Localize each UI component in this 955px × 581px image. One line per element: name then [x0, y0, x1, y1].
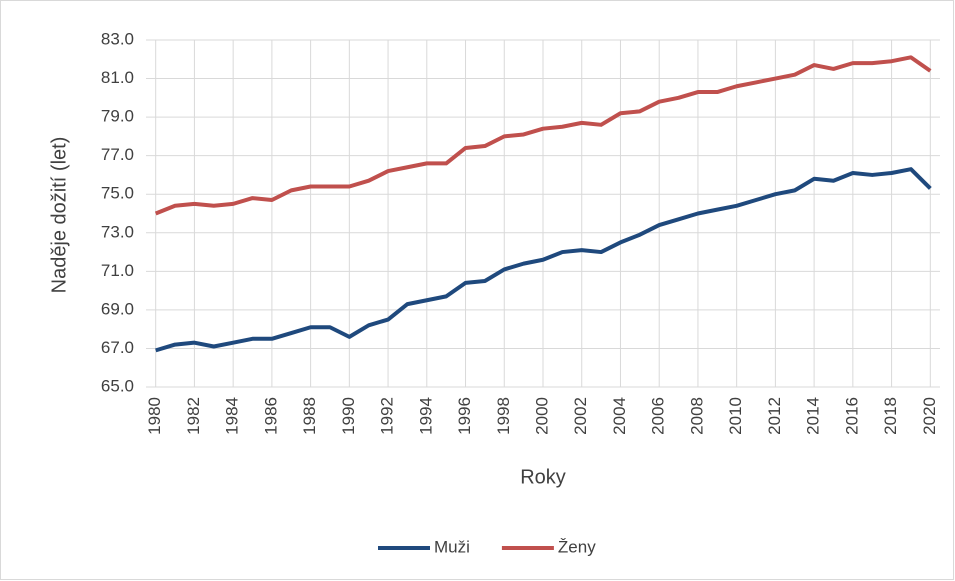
y-tick-label: 71.0 — [101, 261, 134, 280]
x-tick-label: 1980 — [145, 397, 164, 435]
y-tick-label: 67.0 — [101, 338, 134, 357]
x-tick-label: 2000 — [532, 397, 551, 435]
x-tick-label: 1982 — [184, 397, 203, 435]
x-tick-label: 2008 — [687, 397, 706, 435]
y-axis-label: Naděje dožití (let) — [48, 137, 70, 294]
y-tick-label: 79.0 — [101, 107, 134, 126]
y-tick-label: 83.0 — [101, 29, 134, 48]
y-tick-label: 75.0 — [101, 184, 134, 203]
x-tick-label: 2006 — [649, 397, 668, 435]
y-tick-label: 65.0 — [101, 376, 134, 395]
x-tick-label: 1988 — [300, 397, 319, 435]
x-tick-label: 2004 — [610, 397, 629, 435]
x-tick-label: 2012 — [765, 397, 784, 435]
legend-label: Muži — [434, 537, 470, 556]
x-tick-label: 2020 — [920, 397, 939, 435]
x-tick-label: 2002 — [571, 397, 590, 435]
y-tick-label: 77.0 — [101, 145, 134, 164]
x-tick-label: 1994 — [416, 397, 435, 435]
legend-label: Ženy — [558, 537, 596, 556]
x-tick-label: 1996 — [455, 397, 474, 435]
line — [154, 55, 932, 216]
x-tick-label: 2014 — [804, 397, 823, 435]
x-tick-label: 2010 — [726, 397, 745, 435]
x-tick-label: 1998 — [494, 397, 513, 435]
x-tick-label: 1992 — [378, 397, 397, 435]
y-tick-label: 73.0 — [101, 222, 134, 241]
x-tick-label: 1984 — [223, 397, 242, 435]
x-tick-label: 1990 — [339, 397, 358, 435]
y-tick-label: 81.0 — [101, 68, 134, 87]
y-tick-label: 69.0 — [101, 299, 134, 318]
line — [155, 167, 932, 353]
x-tick-label: 2018 — [881, 397, 900, 435]
x-tick-label: 1986 — [261, 397, 280, 435]
x-tick-label: 2016 — [842, 397, 861, 435]
x-axis-label: Roky — [520, 466, 566, 488]
